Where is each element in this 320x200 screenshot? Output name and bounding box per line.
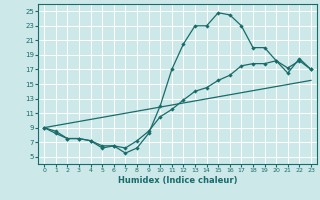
X-axis label: Humidex (Indice chaleur): Humidex (Indice chaleur) [118,176,237,185]
